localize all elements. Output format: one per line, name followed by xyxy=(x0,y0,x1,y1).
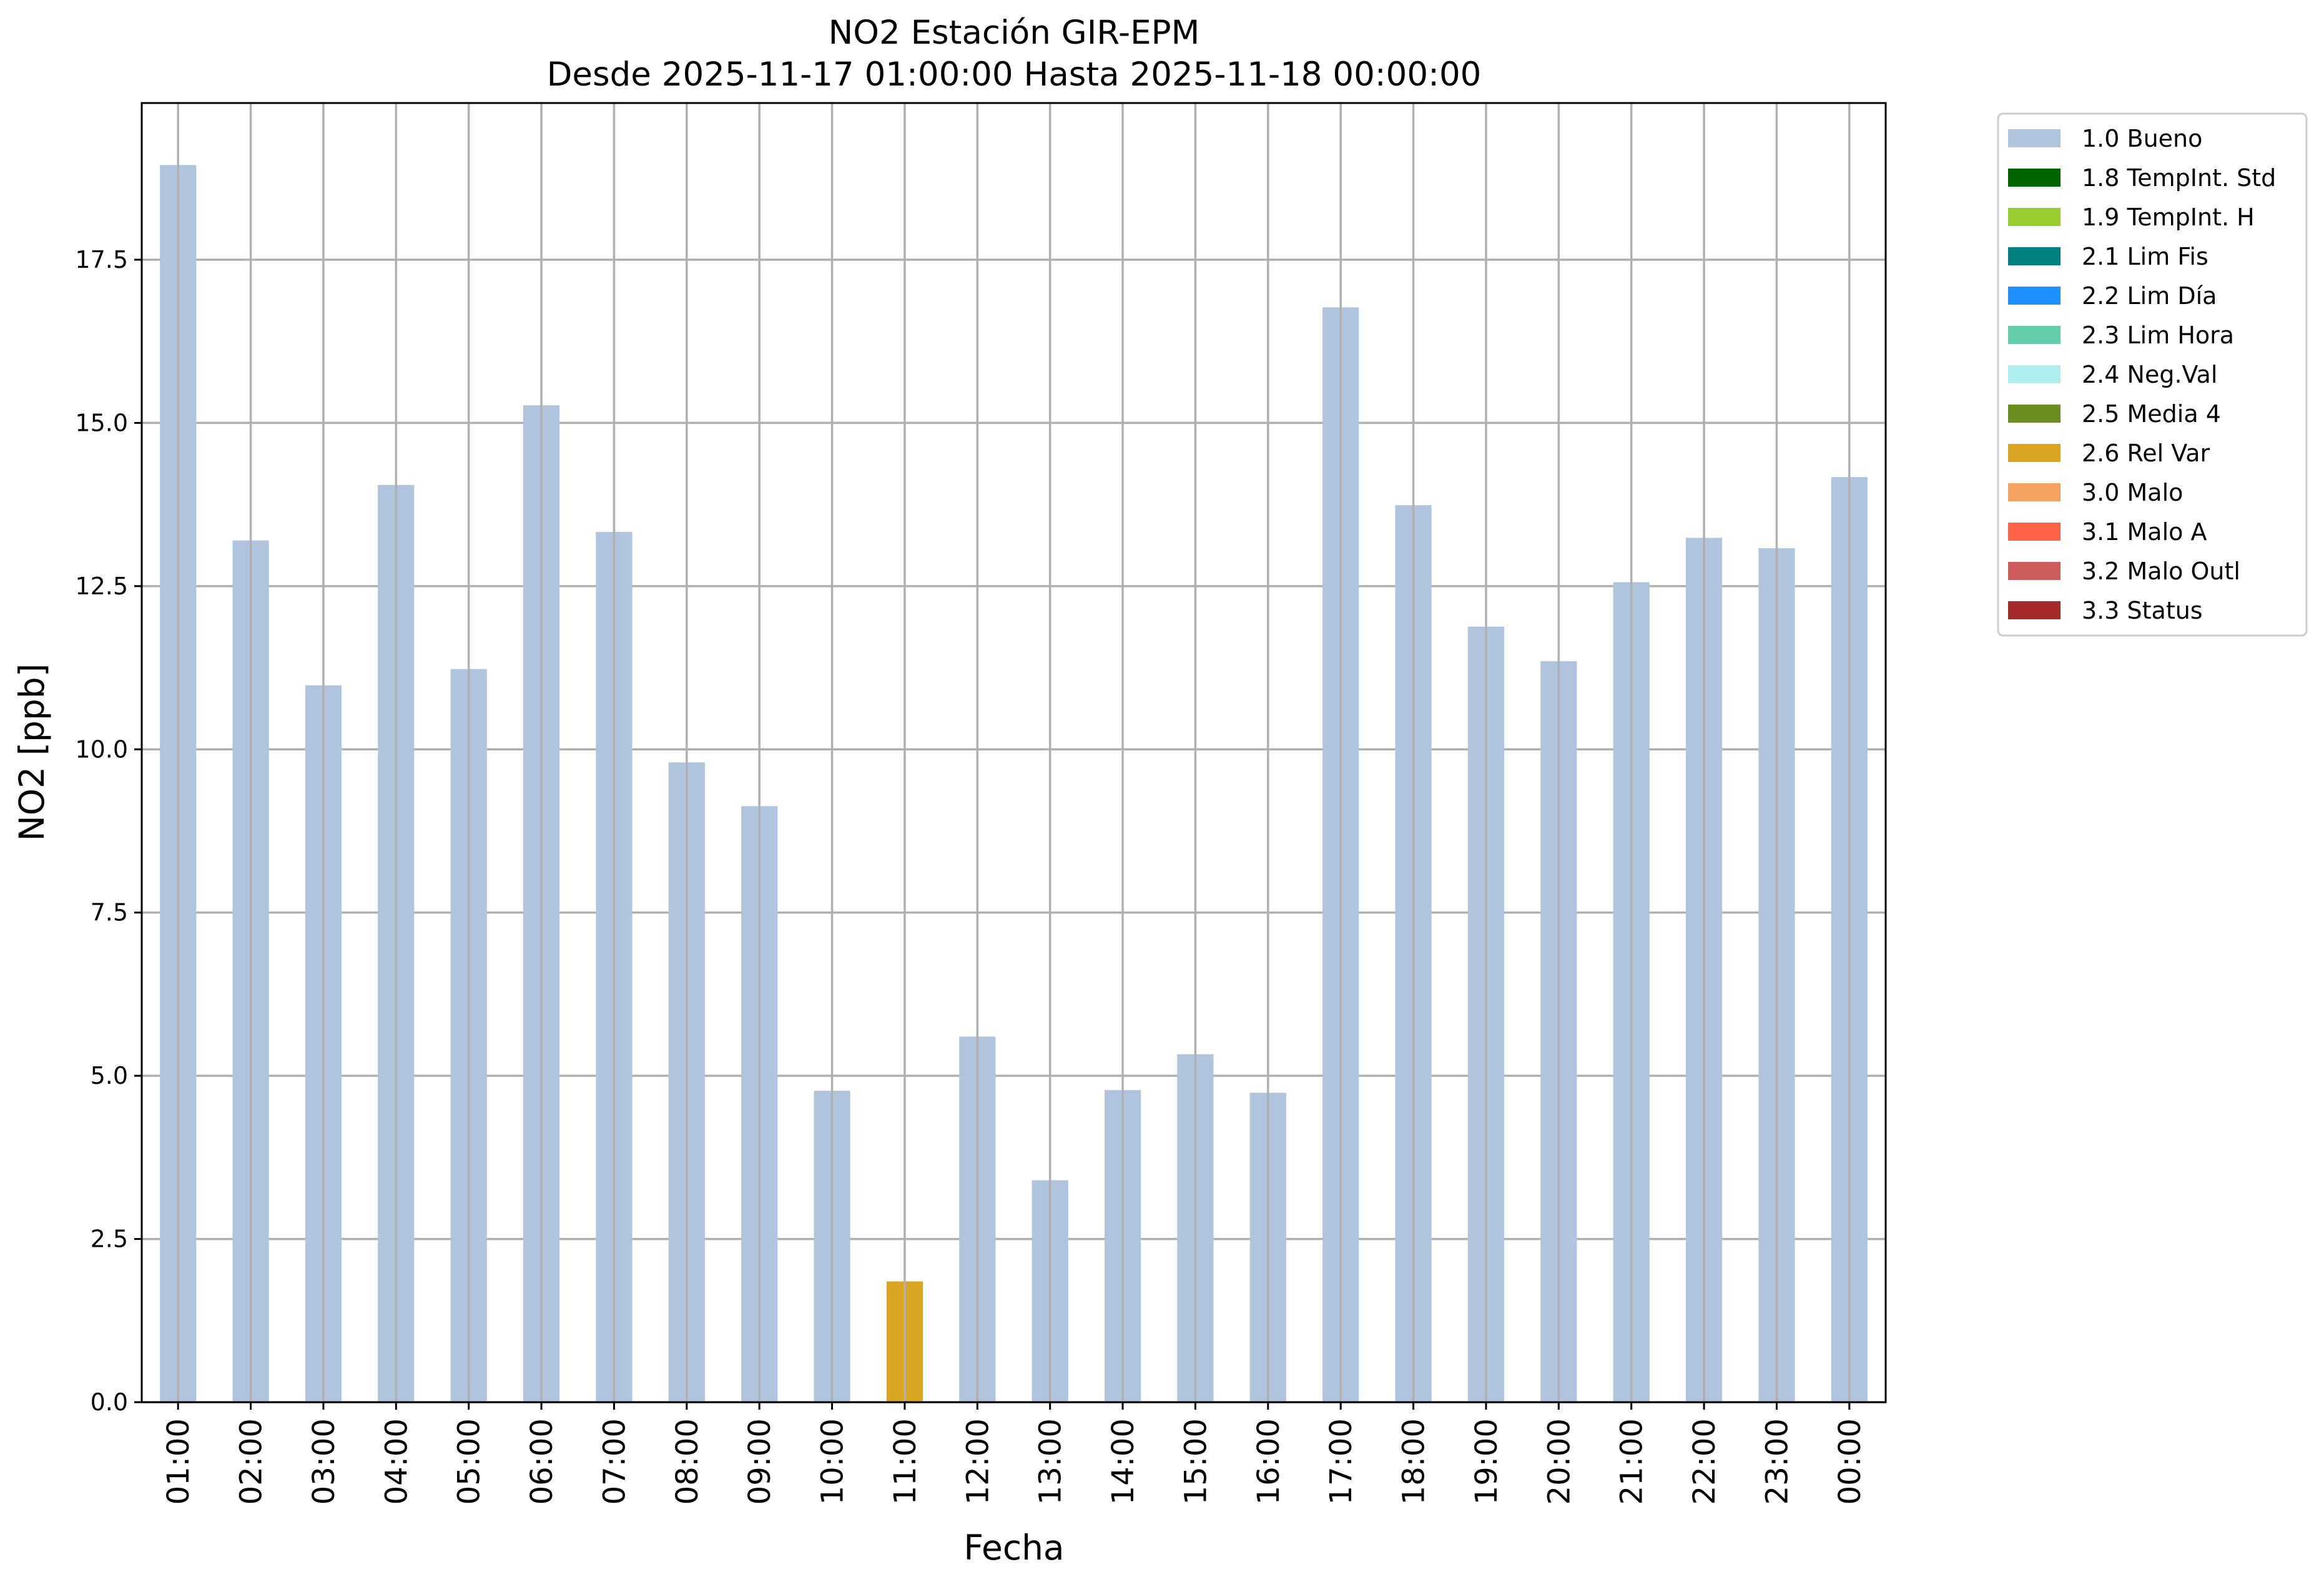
legend-label: 2.3 Lim Hora xyxy=(2082,322,2234,349)
legend-swatch xyxy=(2008,169,2061,187)
y-tick-label: 12.5 xyxy=(75,572,128,600)
x-tick-label: 23:00 xyxy=(1760,1418,1795,1505)
x-tick-label: 16:00 xyxy=(1251,1418,1286,1505)
x-axis-ticks: 01:00 02:00 03:00 04:00 05:00 06:00 07:00 08:00… xyxy=(161,1402,1868,1505)
legend-label: 3.3 Status xyxy=(2082,597,2203,624)
chart-subtitle: Desde 2025-11-17 01:00:00 Hasta 2025-11-… xyxy=(547,56,1482,94)
y-tick-label: 15.0 xyxy=(75,409,128,436)
legend-swatch xyxy=(2008,247,2061,265)
x-tick-label: 21:00 xyxy=(1615,1418,1650,1505)
legend-swatch xyxy=(2008,562,2061,580)
legend-swatch xyxy=(2008,365,2061,383)
legend-swatch xyxy=(2008,129,2061,147)
x-tick-label: 18:00 xyxy=(1397,1418,1432,1505)
x-tick-label: 07:00 xyxy=(597,1418,632,1505)
y-tick-label: 2.5 xyxy=(91,1226,128,1253)
legend-label: 2.1 Lim Fis xyxy=(2082,243,2208,270)
x-tick-label: 04:00 xyxy=(379,1418,414,1505)
y-tick-label: 5.0 xyxy=(91,1062,128,1089)
legend-label: 2.6 Rel Var xyxy=(2082,440,2210,467)
y-tick-label: 7.5 xyxy=(91,899,128,926)
plot-frame xyxy=(140,102,1887,1403)
x-tick-label: 22:00 xyxy=(1687,1418,1722,1505)
legend-label: 2.5 Media 4 xyxy=(2082,400,2221,428)
x-axis-label: Fecha xyxy=(963,1528,1064,1568)
y-axis-ticks: 0.0 2.5 5.0 7.5 10.0 12.5 15.0 17.5 xyxy=(75,246,142,1416)
legend-label: 2.4 Neg.Val xyxy=(2082,361,2217,388)
x-tick-label: 03:00 xyxy=(307,1418,342,1505)
legend-label: 1.0 Bueno xyxy=(2082,125,2202,152)
x-tick-label: 00:00 xyxy=(1833,1418,1868,1505)
x-tick-label: 17:00 xyxy=(1324,1418,1359,1505)
legend-swatch xyxy=(2008,287,2061,305)
x-tick-label: 13:00 xyxy=(1033,1418,1068,1505)
legend-label: 3.0 Malo xyxy=(2082,479,2183,506)
x-tick-label: 05:00 xyxy=(452,1418,487,1505)
legend-swatch xyxy=(2008,208,2061,226)
y-tick-label: 10.0 xyxy=(75,735,128,763)
legend-label: 3.2 Malo Outl xyxy=(2082,558,2240,585)
x-tick-label: 09:00 xyxy=(742,1418,777,1505)
legend-swatch xyxy=(2008,444,2061,462)
y-tick-label: 0.0 xyxy=(91,1388,128,1416)
legend-label: 1.9 TempInt. H xyxy=(2082,204,2255,231)
legend: 1.0 Bueno 1.8 TempInt. Std 1.9 TempInt. H 2… xyxy=(1997,112,2308,637)
chart-title: NO2 Estación GIR-EPM xyxy=(829,14,1200,52)
gridlines xyxy=(142,258,1886,1403)
legend-box xyxy=(1997,112,2308,637)
y-tick-label: 17.5 xyxy=(75,246,128,273)
legend-swatch xyxy=(2008,405,2061,423)
legend-label: 2.2 Lim Día xyxy=(2082,282,2217,310)
legend-entries: 1.0 Bueno 1.8 TempInt. Std 1.9 TempInt. H 2… xyxy=(2008,125,2276,624)
x-tick-label: 10:00 xyxy=(815,1418,850,1505)
legend-label: 3.1 Malo A xyxy=(2082,518,2207,546)
x-tick-label: 15:00 xyxy=(1178,1418,1213,1505)
y-axis-label: NO2 [ppb] xyxy=(12,664,52,842)
x-tick-label: 01:00 xyxy=(161,1418,196,1505)
legend-swatch xyxy=(2008,601,2061,619)
x-tick-label: 02:00 xyxy=(234,1418,269,1505)
legend-swatch xyxy=(2008,326,2061,344)
bars xyxy=(160,103,1868,1403)
x-tick-label: 12:00 xyxy=(960,1418,995,1505)
legend-swatch xyxy=(2008,523,2061,541)
x-tick-label: 14:00 xyxy=(1106,1418,1141,1505)
legend-swatch xyxy=(2008,483,2061,501)
x-tick-label: 08:00 xyxy=(670,1418,705,1505)
x-tick-label: 11:00 xyxy=(888,1418,923,1505)
legend-label: 1.8 TempInt. Std xyxy=(2082,164,2276,192)
x-tick-label: 20:00 xyxy=(1542,1418,1577,1505)
x-tick-label: 06:00 xyxy=(524,1418,559,1505)
x-tick-label: 19:00 xyxy=(1469,1418,1504,1505)
